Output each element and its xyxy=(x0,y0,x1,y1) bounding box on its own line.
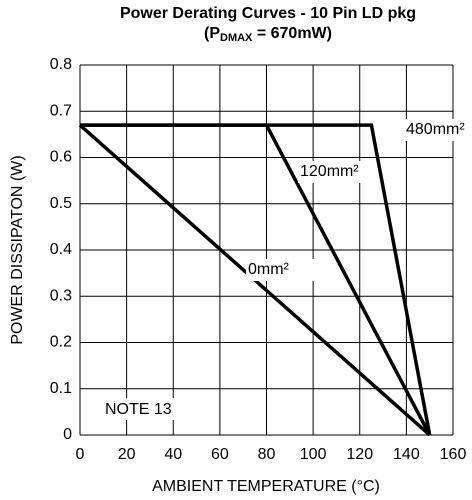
series-line xyxy=(80,123,432,436)
x-tick-label: 60 xyxy=(211,446,229,463)
y-tick-label: 0.4 xyxy=(50,241,72,258)
x-tick-label: 20 xyxy=(118,446,136,463)
label-bg xyxy=(404,119,472,141)
chart-title: Power Derating Curves - 10 Pin LD pkg xyxy=(120,5,416,22)
label-bg xyxy=(246,259,316,281)
y-axis-label: POWER DISSIPATON (W) xyxy=(9,155,26,344)
y-tick-label: 0.6 xyxy=(50,149,72,166)
chart-subtitle: (PDMAX = 670mW) xyxy=(204,25,332,44)
x-tick-label: 140 xyxy=(393,446,420,463)
y-tick-label: 0.1 xyxy=(50,380,72,397)
x-tick-label: 0 xyxy=(76,446,85,463)
annotation: NOTE 13 xyxy=(105,401,172,418)
label-bg xyxy=(298,161,368,183)
note-box xyxy=(100,398,190,420)
y-tick-label: 0 xyxy=(63,426,72,443)
x-tick-label: 160 xyxy=(440,446,467,463)
x-tick-label: 120 xyxy=(346,446,373,463)
subtitle-prefix: (P xyxy=(204,25,220,42)
x-axis-label: AMBIENT TEMPERATURE (°C) xyxy=(152,478,380,495)
x-tick-label: 80 xyxy=(258,446,276,463)
x-tick-label: 40 xyxy=(164,446,182,463)
y-tick-label: 0.8 xyxy=(50,56,72,73)
y-tick-label: 0.2 xyxy=(50,334,72,351)
x-tick-label: 100 xyxy=(300,446,327,463)
series-label: 120mm² xyxy=(300,163,359,180)
y-tick-label: 0.3 xyxy=(50,287,72,304)
series-label: 0mm² xyxy=(248,261,290,278)
series-label: 480mm² xyxy=(406,121,465,138)
subtitle-suffix: = 670mW) xyxy=(252,25,332,42)
subtitle-subscript: DMAX xyxy=(220,32,253,44)
y-tick-label: 0.5 xyxy=(50,195,72,212)
y-tick-label: 0.7 xyxy=(50,102,72,119)
